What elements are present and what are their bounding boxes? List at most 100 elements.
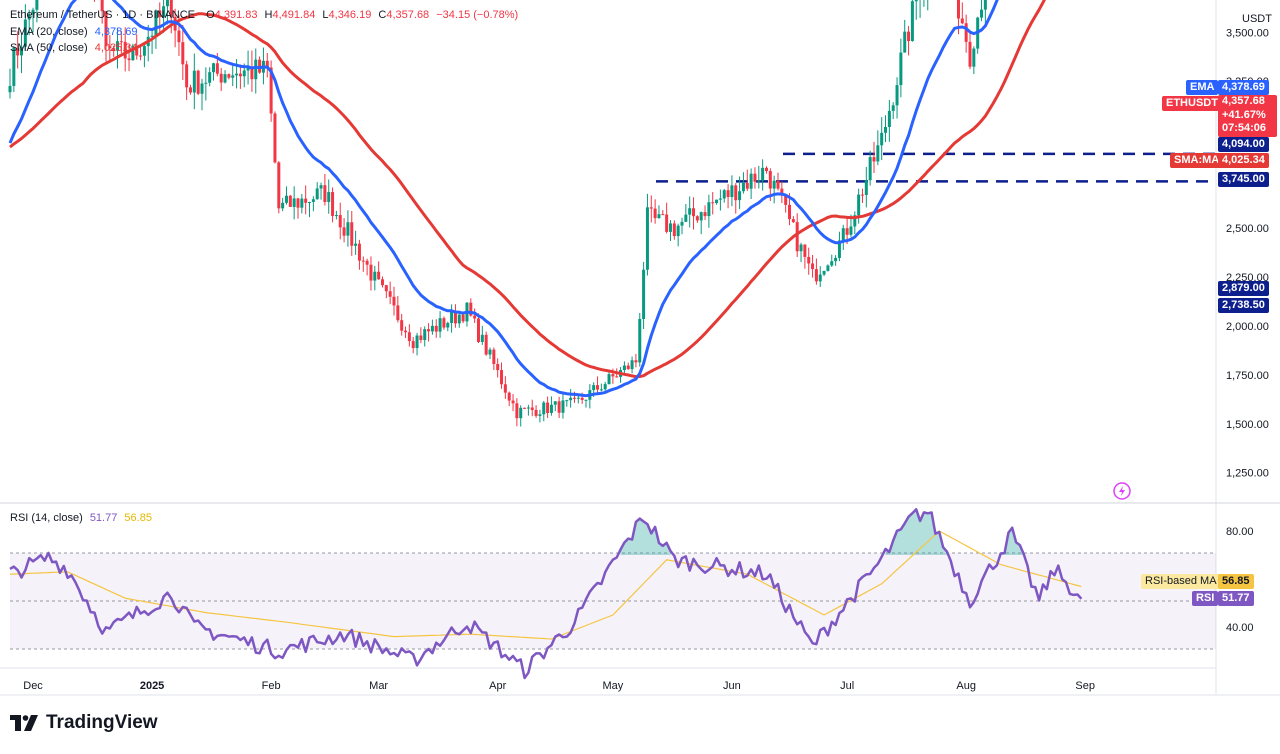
candle: [523, 407, 527, 410]
candle: [450, 304, 454, 333]
candle: [722, 188, 726, 203]
candle: [334, 210, 338, 220]
candle: [880, 117, 884, 161]
level-tag-4: 2,738.50: [1218, 298, 1269, 313]
ema-legend[interactable]: EMA (20, close) 4,378.69: [10, 26, 138, 38]
candle: [507, 391, 511, 407]
rsi-legend-label: RSI (14, close): [10, 512, 83, 524]
candle: [415, 332, 419, 356]
candle: [131, 43, 135, 61]
ohlc-high: 4,491.84: [272, 9, 316, 21]
candle: [23, 4, 27, 51]
candle: [227, 73, 231, 80]
candle: [680, 217, 684, 235]
candles: [8, 0, 987, 427]
rsi-axis-label: 80.00: [1226, 526, 1254, 538]
ema-line: [8, 0, 999, 398]
time-axis-label: Apr: [489, 680, 506, 692]
candle: [569, 389, 573, 408]
candle: [361, 256, 365, 272]
candle: [331, 187, 335, 223]
candle: [250, 50, 254, 92]
candle: [265, 52, 269, 78]
candle: [427, 323, 431, 342]
candle: [181, 25, 185, 81]
sma-legend[interactable]: SMA (50, close) 4,025.34: [10, 42, 138, 54]
candle: [392, 286, 396, 316]
candle: [480, 325, 484, 345]
candle: [584, 399, 588, 408]
candle: [546, 396, 550, 418]
candle: [745, 169, 749, 192]
candle: [407, 324, 411, 347]
last-price-tag: 4,357.68 +41.67% 07:54:06: [1218, 95, 1277, 137]
candle: [807, 247, 811, 275]
candle: [630, 356, 634, 374]
candle: [315, 182, 319, 200]
candle: [196, 69, 200, 96]
candle: [296, 197, 300, 219]
rsi-tag-value: 51.77: [1218, 591, 1254, 606]
candle: [223, 70, 227, 84]
tradingview-logo[interactable]: TradingView: [10, 712, 158, 734]
candle: [500, 362, 504, 389]
candle: [377, 261, 381, 280]
ohlc-low: 4,346.19: [328, 9, 372, 21]
candle: [273, 111, 277, 164]
candle: [142, 41, 146, 68]
price-axis-label: 1,750.00: [1226, 370, 1269, 382]
candle: [914, 0, 918, 20]
candle: [430, 319, 434, 335]
candle: [365, 258, 369, 276]
price-axis-label: 2,250.00: [1226, 272, 1269, 284]
candle: [373, 265, 377, 291]
candle: [139, 44, 143, 61]
candle: [692, 197, 696, 230]
candle: [423, 326, 427, 347]
candle: [542, 400, 546, 422]
time-axis-label: May: [602, 680, 623, 692]
candle: [711, 192, 715, 215]
candle: [323, 173, 327, 206]
ohlc-close: 4,357.68: [386, 9, 430, 21]
level-tag-3: 2,879.00: [1218, 281, 1269, 296]
candle: [887, 99, 891, 142]
candle: [357, 239, 361, 270]
flash-icon[interactable]: [1113, 482, 1131, 500]
candle: [653, 199, 657, 224]
candle: [277, 161, 281, 214]
candle: [822, 270, 826, 277]
candle: [304, 185, 308, 215]
time-axis-label: Jul: [840, 680, 854, 692]
bar-countdown: 07:54:06: [1222, 122, 1267, 134]
price-axis-label: 2,500.00: [1226, 223, 1269, 235]
candle: [799, 242, 803, 263]
candle: [576, 395, 580, 404]
tradingview-icon: [10, 715, 38, 731]
time-axis-label: Jun: [723, 680, 741, 692]
candle: [16, 31, 20, 69]
last-price-value: 4,357.68: [1222, 95, 1265, 107]
candle: [208, 67, 212, 87]
sma-tag-value: 4,025.34: [1218, 153, 1269, 168]
candle: [903, 19, 907, 53]
candle: [438, 311, 442, 338]
candle: [446, 321, 450, 332]
rsi-legend[interactable]: RSI (14, close) 51.77 56.85: [10, 512, 152, 524]
rsi-ma-tag-value: 56.85: [1218, 574, 1254, 589]
candle: [496, 358, 500, 378]
candle: [715, 199, 719, 205]
candle: [960, 2, 964, 25]
candle: [749, 168, 753, 200]
time-axis-label: Feb: [262, 680, 281, 692]
candle: [488, 347, 492, 359]
candle: [200, 78, 204, 111]
rsi-ma-legend-value: 56.85: [124, 512, 152, 524]
candle: [219, 67, 223, 92]
candle: [238, 64, 242, 89]
time-axis-label: Mar: [369, 680, 388, 692]
candle: [983, 0, 987, 28]
candle: [400, 313, 404, 336]
rsi-line: [9, 508, 1083, 680]
